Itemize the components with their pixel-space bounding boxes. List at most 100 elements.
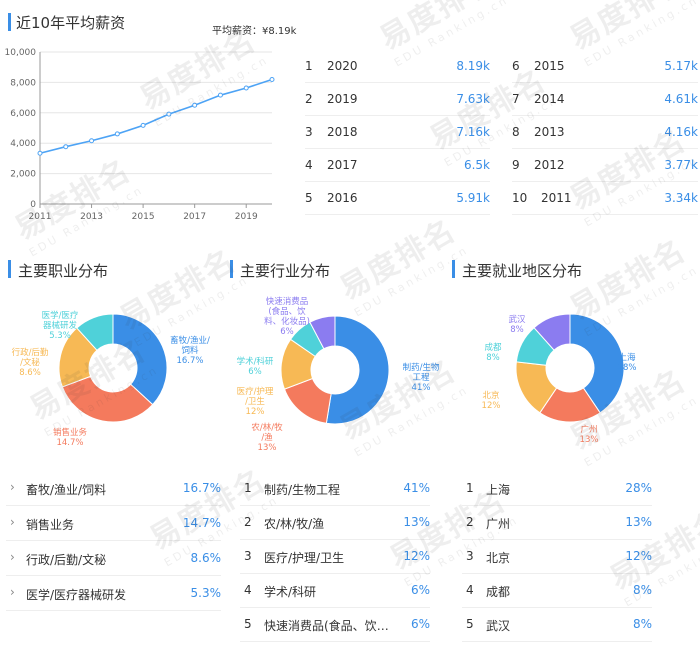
- donut-label: 16.7%: [176, 356, 203, 366]
- region-list-item[interactable]: 4 成都 8%: [462, 573, 652, 608]
- year-label: 2016: [327, 191, 358, 205]
- year-rank: 6: [512, 59, 520, 73]
- year-rank: 7: [512, 92, 520, 106]
- salary-data-point[interactable]: [166, 111, 172, 117]
- region-list-item[interactable]: 2 广州 13%: [462, 505, 652, 540]
- salary-data-point[interactable]: [114, 131, 120, 137]
- donut-label: /渔: [261, 432, 273, 443]
- industry-list-item[interactable]: 4 学术/科研 6%: [240, 573, 430, 608]
- salary-data-point[interactable]: [89, 138, 95, 144]
- industry-list-item[interactable]: 3 医疗/护理/卫生 12%: [240, 539, 430, 574]
- occupation-name: 行政/后勤/文秘: [26, 553, 107, 567]
- industry-list-item-percent: 6%: [410, 617, 430, 631]
- industry-list-item-name: 医疗/护理/卫生: [264, 551, 345, 565]
- region-list-item-percent: 13%: [625, 515, 652, 529]
- donut-label: 6%: [248, 367, 262, 377]
- donut-slice[interactable]: [112, 313, 168, 406]
- chevron-right-icon: ›: [10, 515, 15, 529]
- donut-label: 6%: [280, 327, 294, 337]
- year-rank: 2: [305, 92, 313, 106]
- x-tick-label: 2019: [235, 212, 258, 222]
- year-label: 2018: [327, 125, 358, 139]
- donut-slice[interactable]: [309, 315, 336, 350]
- donut-label: /卫生: [245, 396, 265, 407]
- year-label: 2013: [534, 125, 565, 139]
- donut-slice[interactable]: [533, 313, 571, 351]
- year-row[interactable]: 1 2020 8.19k: [305, 49, 490, 83]
- donut-label: 学术/科研: [237, 356, 274, 367]
- donut-label: 医疗/护理: [237, 386, 274, 397]
- region-list-item-rank: 1: [466, 481, 474, 495]
- year-row[interactable]: 3 2018 7.16k: [305, 115, 490, 149]
- year-row[interactable]: 2 2019 7.63k: [305, 82, 490, 116]
- occupation-list-item[interactable]: › 行政/后勤/文秘 8.6%: [6, 541, 221, 576]
- industry-list-item[interactable]: 2 农/林/牧/渔 13%: [240, 505, 430, 540]
- year-row[interactable]: 5 2016 5.91k: [305, 181, 490, 215]
- donut-label: 北京: [482, 390, 499, 401]
- year-row[interactable]: 4 2017 6.5k: [305, 148, 490, 182]
- salary-data-point[interactable]: [243, 85, 249, 91]
- occupation-list-item[interactable]: › 畜牧/渔业/饲料 16.7%: [6, 471, 221, 506]
- salary-line-chart: 0 2,000 4,000 6,000 8,000 10,000 2011 2013 2015 2…: [5, 48, 275, 222]
- year-row[interactable]: 9 2012 3.77k: [512, 148, 698, 182]
- industry-list-item-percent: 41%: [403, 481, 430, 495]
- region-list-item[interactable]: 3 北京 12%: [462, 539, 652, 574]
- year-label: 2019: [327, 92, 358, 106]
- year-label: 2011: [541, 191, 572, 205]
- donut-label: (食品、饮: [268, 306, 306, 317]
- donut-slice[interactable]: [569, 313, 625, 414]
- salary-data-point[interactable]: [217, 92, 223, 98]
- industry-list-item-name: 快速消费品(食品、饮料...: [264, 619, 394, 633]
- year-row[interactable]: 7 2014 4.61k: [512, 82, 698, 116]
- year-rank: 1: [305, 59, 313, 73]
- region-list-item[interactable]: 1 上海 28%: [462, 471, 652, 506]
- salary-series-line: [39, 78, 273, 155]
- industry-list-item-rank: 1: [244, 481, 252, 495]
- donut-label: 13%: [258, 443, 277, 453]
- donut-label: 上海: [618, 352, 636, 363]
- salary-data-point[interactable]: [269, 77, 275, 83]
- year-row[interactable]: 8 2013 4.16k: [512, 115, 698, 149]
- region-list-item-rank: 4: [466, 583, 474, 597]
- occupation-name: 销售业务: [26, 518, 75, 532]
- donut-label: 12%: [246, 407, 265, 417]
- region-list-item[interactable]: 5 武汉 8%: [462, 607, 652, 642]
- industry-list-item[interactable]: 1 制药/生物工程 41%: [240, 471, 430, 506]
- region-list-item-name: 武汉: [486, 619, 511, 633]
- industry-list-item-name: 学术/科研: [264, 585, 317, 599]
- y-tick-label: 4,000: [10, 139, 36, 149]
- industry-list-item[interactable]: 5 快速消费品(食品、饮料... 6%: [240, 607, 430, 642]
- occupation-list-item[interactable]: › 销售业务 14.7%: [6, 506, 221, 541]
- donut-slice[interactable]: [76, 313, 114, 351]
- salary-data-point[interactable]: [192, 102, 198, 108]
- donut-slice[interactable]: [325, 315, 390, 425]
- donut-slice[interactable]: [61, 375, 154, 423]
- salary-data-point[interactable]: [140, 122, 146, 128]
- year-rank: 5: [305, 191, 313, 205]
- donut-label: 14.7%: [56, 438, 83, 448]
- industry-donut-chart: 制药/生物工程41%农/林/牧/渔13%医疗/护理/卫生12%学术/科研6%快速…: [237, 296, 440, 453]
- industry-list-item-name: 农/林/牧/渔: [264, 517, 325, 531]
- year-value: 8.19k: [456, 59, 490, 73]
- salary-data-point[interactable]: [37, 150, 43, 156]
- year-row[interactable]: 10 2011 3.34k: [512, 181, 698, 215]
- donut-label: 13%: [580, 435, 599, 445]
- salary-data-point[interactable]: [63, 144, 69, 150]
- occupation-name: 畜牧/渔业/饲料: [26, 483, 107, 497]
- donut-label: 饲料: [181, 345, 199, 356]
- chevron-right-icon: ›: [10, 480, 15, 494]
- year-label: 2015: [534, 59, 565, 73]
- occupation-list-item[interactable]: › 医学/医疗器械研发 5.3%: [6, 576, 221, 611]
- occupation-percent: 14.7%: [182, 516, 221, 530]
- year-value: 5.91k: [456, 191, 490, 205]
- occupation-title: 主要职业分布: [18, 262, 109, 280]
- region-list-item-rank: 2: [466, 515, 474, 529]
- year-row[interactable]: 6 2015 5.17k: [512, 49, 698, 83]
- region-list-item-name: 广州: [486, 517, 511, 531]
- industry-list-item-rank: 4: [244, 583, 252, 597]
- region-list-item-percent: 12%: [625, 549, 652, 563]
- chevron-right-icon: ›: [10, 550, 15, 564]
- occupation-title-bar: [8, 260, 11, 278]
- industry-list-item-rank: 3: [244, 549, 252, 563]
